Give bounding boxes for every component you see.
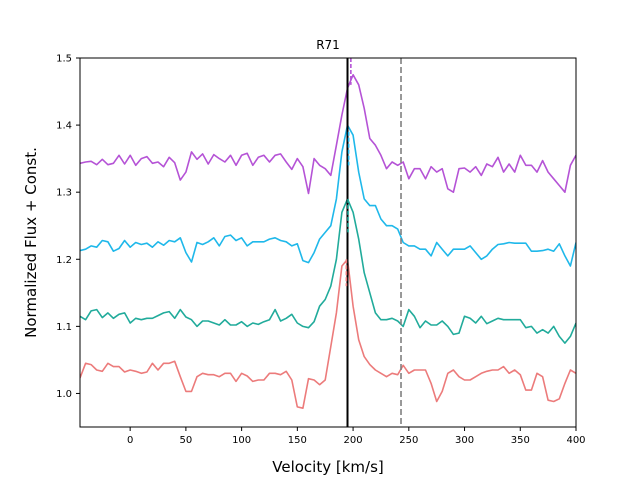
velocity-markers [345,58,402,427]
series-line-purple [80,74,576,195]
x-tick-label: 0 [127,435,133,446]
series-line-salmon [80,258,576,410]
x-tick-label: 150 [288,435,307,446]
chart-title: R71 [316,38,340,52]
x-tick-label: 50 [180,435,193,446]
series-line-cyan [80,124,576,267]
x-axis-label: Velocity [km/s] [272,458,383,476]
y-tick-label: 1.4 [56,121,72,132]
y-tick-label: 1.1 [56,322,72,333]
x-tick-label: 350 [511,435,530,446]
y-tick-label: 1.2 [56,255,72,266]
y-tick-label: 1.0 [56,389,72,400]
series-layer [80,74,576,410]
series-line-teal [80,198,576,344]
axis-ticks: 0 50 100 150 200 250 300 350 400 1.0 1.1 1.2 1.3 1.4 1… [56,54,585,447]
x-tick-label: 200 [344,435,363,446]
x-tick-label: 300 [455,435,474,446]
plot-frame [79,57,577,428]
x-tick-label: 250 [399,435,418,446]
y-tick-label: 1.3 [56,188,72,199]
y-tick-label: 1.5 [56,54,72,65]
x-tick-label: 100 [232,435,251,446]
x-tick-label: 400 [566,435,585,446]
y-axis-label: Normalized Flux + Const. [22,147,40,338]
